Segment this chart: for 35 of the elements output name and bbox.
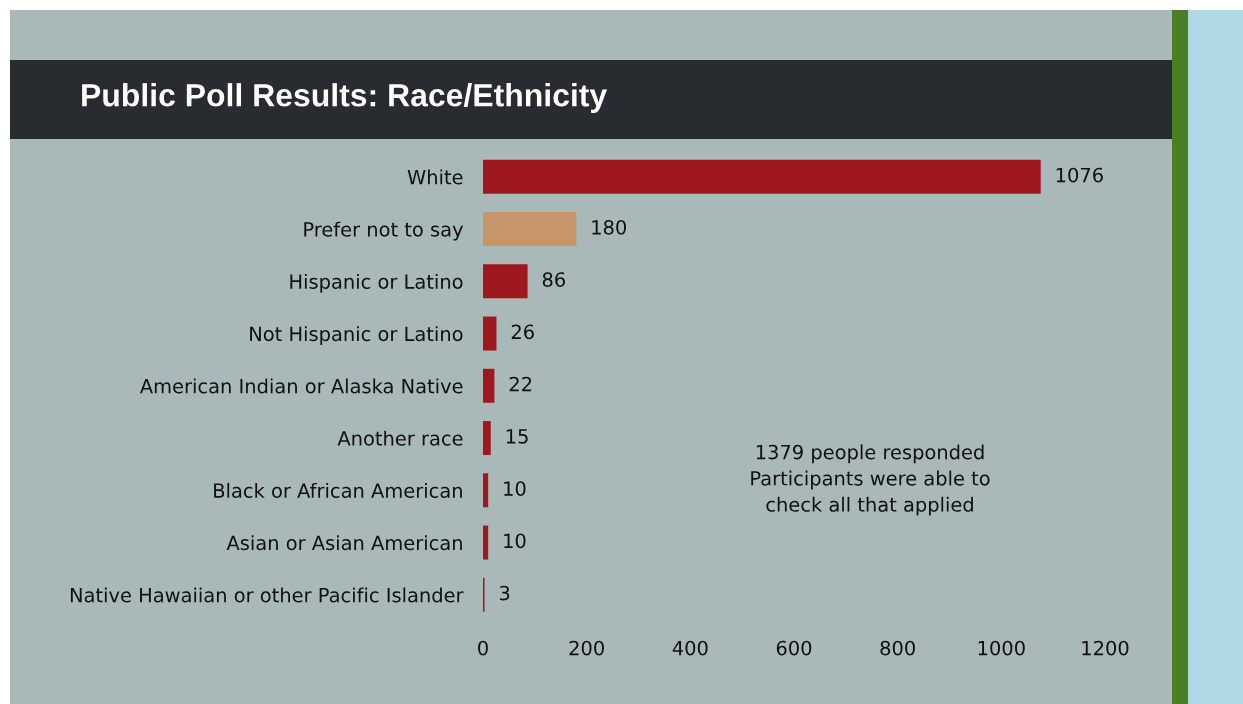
data-label: 22 [509,376,532,392]
data-label: 26 [511,324,534,340]
y-tick-label: Asian or Asian American [226,535,462,551]
bar [483,368,495,403]
y-tick-label: Native Hawaiian or other Pacific Islander [70,587,464,603]
y-tick-label: White [407,169,463,185]
data-label: 3 [499,585,510,601]
bar [483,159,1041,194]
data-label: 15 [506,429,528,444]
y-tick-label: Black or African American [214,482,462,498]
bar [483,421,491,456]
bar [483,212,577,247]
data-label: 1076 [1056,167,1103,183]
x-tick-label: 600 [776,640,812,656]
data-label: 180 [592,219,627,235]
y-tick-label: Hispanic or Latino [290,273,463,293]
bar [483,264,528,299]
x-tick-label: 200 [569,640,604,656]
data-label: 86 [542,272,565,287]
annotation: 1379 people responded Participants were able to check all that applied [751,444,990,516]
bar [483,316,497,351]
y-tick-label: Another race [337,430,463,446]
y-tick-label: Not Hispanic or Latino [250,326,463,345]
x-tick-label: 1000 [978,640,1025,656]
data-label: 10 [504,533,526,549]
x-tick-label: 800 [880,640,915,656]
y-tick-label: Prefer not to say [304,221,463,241]
bar [483,525,489,560]
x-tick-label: 400 [672,640,708,656]
data-label: 10 [504,481,526,496]
y-tick-label: American Indian or Alaska Native [139,378,463,394]
chart-title: Public Poll Results: Race/Ethnicity [82,83,608,113]
x-tick-label: 0 [478,640,488,656]
bar [483,473,489,508]
x-tick-label: 1200 [1082,640,1129,656]
